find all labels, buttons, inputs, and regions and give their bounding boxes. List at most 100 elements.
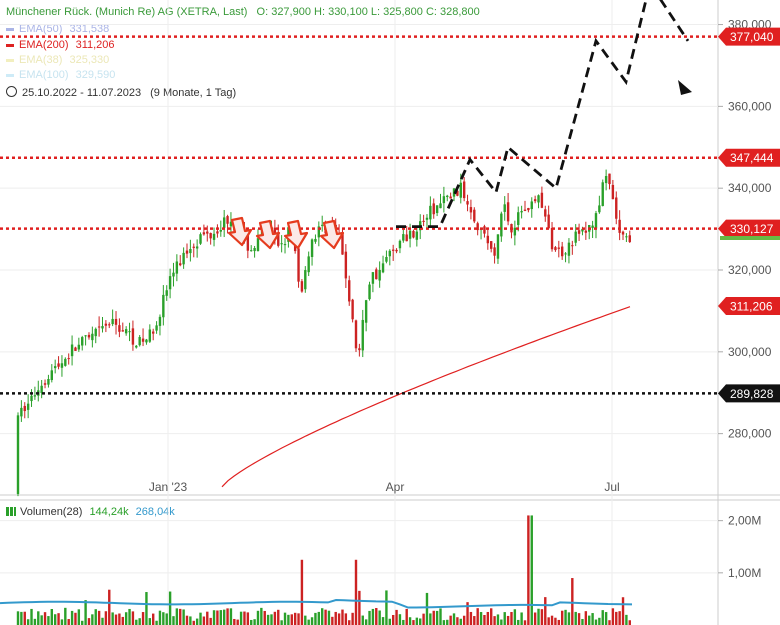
volume-bar [446, 619, 449, 625]
volume-bar [432, 610, 435, 625]
volume-bar [476, 608, 479, 625]
volume-bar [239, 611, 243, 625]
candle-body [348, 280, 351, 302]
candle-body [517, 212, 520, 225]
level-price-label: 347,444 [730, 151, 774, 165]
volume-bar [533, 612, 537, 625]
candle-body [179, 263, 182, 266]
candle-body [381, 263, 385, 273]
volume-bar [618, 611, 621, 625]
legend-ema50[interactable]: EMA(50) 331,538 [6, 23, 109, 35]
volume-bar [442, 620, 446, 625]
candle-body [391, 249, 395, 251]
candle-body [351, 299, 354, 320]
candle-body [584, 230, 588, 233]
candle-body [581, 228, 584, 232]
red-arrow-icon [255, 219, 281, 250]
candle-body [283, 244, 287, 246]
volume-bar [466, 602, 469, 625]
candle-body [544, 209, 547, 217]
level-price-box [718, 219, 780, 238]
candle-body [456, 190, 459, 196]
candle-body [361, 319, 364, 351]
candle-body [375, 269, 378, 280]
candle-body [145, 339, 148, 343]
ema38-swatch [6, 58, 14, 62]
candle-body [385, 256, 388, 262]
candle-body [574, 231, 577, 243]
candle-body [425, 217, 429, 220]
candle-body [216, 231, 219, 234]
volume-bar [192, 620, 195, 625]
candle-body [307, 256, 310, 273]
volume-bar [479, 612, 483, 625]
volume-bar [209, 617, 212, 625]
volume-bar [435, 610, 439, 625]
volume-bar [277, 609, 280, 625]
candle-body [168, 276, 172, 290]
candle-body [175, 261, 179, 274]
volume-bar [537, 608, 540, 625]
volume-bars-icon [6, 507, 16, 516]
legend-ema100[interactable]: EMA(100) 329,590 [6, 69, 115, 81]
volume-bar [483, 615, 486, 625]
y-tick-label: 300,000 [728, 345, 772, 359]
volume-bar [47, 616, 50, 625]
volume-bar [20, 611, 23, 625]
volume-bar [270, 614, 273, 625]
level-price-label: 289,828 [730, 387, 774, 401]
volume-bar [456, 617, 459, 625]
candle-body [135, 345, 138, 348]
candle-body [557, 247, 560, 249]
level-price-box [718, 148, 780, 167]
volume-bar [520, 612, 523, 625]
volume-bar [121, 616, 124, 625]
volume-bar [425, 592, 429, 625]
volume-bar [544, 597, 547, 625]
candle-body [16, 415, 20, 494]
candle-body [155, 325, 158, 331]
candle-body [226, 216, 229, 224]
candle-body [486, 235, 490, 244]
candle-body [317, 226, 321, 238]
candle-body [530, 201, 533, 210]
volume-legend: Volumen(28) 144,24k 268,04k [6, 506, 175, 518]
candle-body [70, 344, 74, 357]
candle-body [493, 247, 496, 256]
candle-body [97, 326, 101, 328]
volume-bar [94, 609, 97, 625]
candle-body [621, 231, 625, 235]
projection-arrowhead [678, 80, 692, 95]
volume-bar [145, 592, 148, 625]
legend-ema200[interactable]: EMA(200) 311,206 [6, 39, 115, 51]
volume-bar [74, 612, 77, 625]
volume-bar [135, 619, 138, 625]
candle-body [368, 284, 371, 300]
volume-bar [530, 515, 533, 625]
legend-ema38[interactable]: EMA(38) 325,330 [6, 54, 109, 66]
volume-bar [584, 611, 588, 625]
volume-tick-label: 2,00M [728, 514, 761, 528]
candle-body [490, 241, 493, 249]
volume-bar [574, 611, 577, 625]
volume-bar [344, 613, 348, 625]
ema50-swatch [6, 27, 14, 31]
volume-bar [111, 612, 114, 625]
last-price-marker [720, 236, 780, 240]
volume-bar [64, 607, 67, 625]
candle-body [192, 246, 195, 248]
volume-bar [510, 612, 513, 625]
candle-body [121, 330, 124, 332]
volume-bar [152, 613, 155, 625]
volume-bar [314, 612, 317, 625]
volume-bar [77, 609, 81, 625]
volume-tick-label: 1,00M [728, 566, 761, 580]
candle-body [388, 250, 391, 257]
volume-bar [557, 619, 560, 625]
candle-body [60, 363, 64, 368]
volume-bar [506, 615, 510, 625]
volume-bar [256, 610, 260, 625]
volume-bar [547, 617, 550, 625]
volume-bar [53, 614, 57, 625]
